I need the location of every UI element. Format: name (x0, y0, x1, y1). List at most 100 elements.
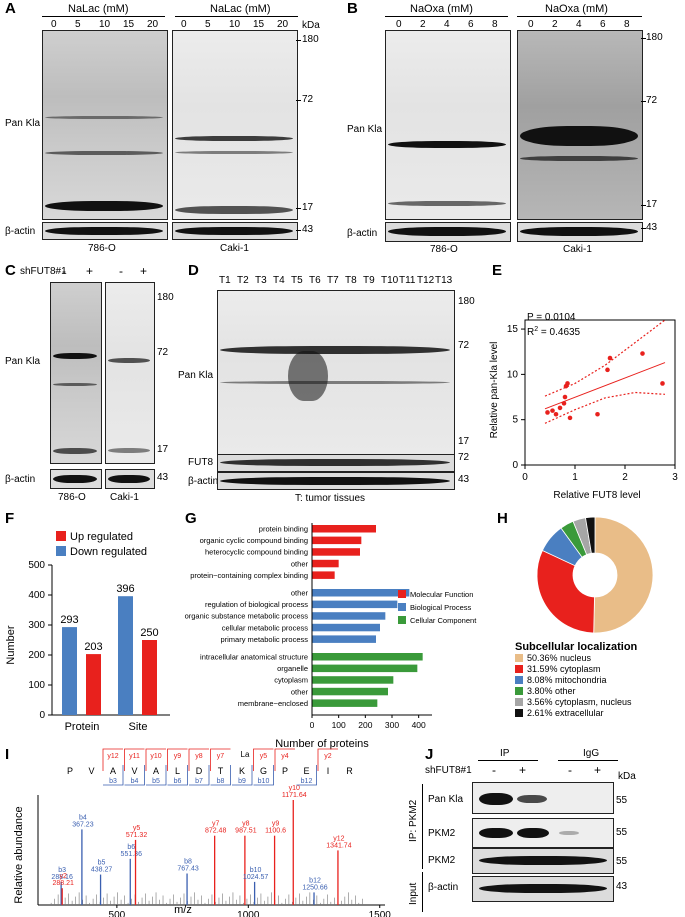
x-tick-label: 1500 (369, 910, 392, 917)
blot-row (472, 876, 614, 902)
igg-header: IgG (583, 748, 600, 759)
row-label: PKM2 (428, 828, 456, 839)
y-ion-label: y10 (150, 753, 161, 760)
bar (312, 525, 376, 533)
residue: T (218, 766, 224, 776)
bar (312, 653, 423, 661)
bar (142, 640, 157, 715)
residue: I (327, 766, 330, 776)
marker: 43 (646, 222, 658, 233)
b-ion-label: b5 (152, 778, 160, 785)
legend-swatch (56, 546, 66, 556)
actin-blot (217, 472, 455, 490)
marker-tick (296, 208, 301, 209)
category-label: heterocyclic compound binding (205, 548, 308, 557)
marker: 55 (616, 856, 628, 867)
data-point (545, 410, 550, 415)
lane-label: T13 (435, 275, 453, 286)
y-ion-bracket (188, 748, 209, 771)
lane-label: 0 (528, 19, 534, 30)
header-line (517, 16, 642, 17)
header-right: NaLac (mM) (210, 3, 271, 15)
header-line (478, 760, 538, 761)
scatter-chart: 0 1 2 3 0 5 10 15 P = 0.0104 R2 = 0.4635 Relati… (489, 312, 678, 500)
ion-mz-label: 288.16 (51, 874, 73, 881)
ion-label: b3 (58, 867, 66, 874)
pie-slice (593, 516, 654, 634)
lane-label: T7 (327, 275, 339, 286)
bar (312, 612, 386, 620)
residue: A (153, 766, 159, 776)
residue: V (131, 766, 137, 776)
bar (312, 664, 418, 673)
legend-swatch (398, 590, 406, 598)
ion-label: b12 (309, 877, 321, 884)
lane: - (492, 763, 496, 777)
lane-label: 20 (147, 19, 159, 30)
ci-band (544, 391, 666, 424)
y-ion-bracket (167, 748, 188, 771)
bar (312, 548, 360, 556)
category-label: cellular metabolic process (222, 623, 309, 632)
legend-swatch (398, 603, 406, 611)
ion-mz-label: 767.43 (177, 866, 199, 873)
ion-mz-label: 1250.66 (302, 884, 327, 891)
bar (312, 699, 378, 707)
y-ion-label: y2 (324, 753, 332, 760)
lane: - (568, 763, 572, 777)
marker-tick (641, 205, 646, 206)
bar (312, 536, 362, 545)
ion-mz-label: 551.36 (121, 851, 143, 858)
y-ion-bracket (102, 748, 123, 771)
lane: + (594, 763, 602, 777)
marker-tick (296, 100, 301, 101)
actin-label: β-actin (188, 476, 219, 487)
ion-label: b8 (184, 859, 192, 866)
header-line (42, 16, 165, 17)
lane-label: T4 (273, 275, 285, 286)
lane-label: 0 (181, 19, 187, 30)
bar-value-label: 293 (60, 614, 78, 626)
bar (312, 623, 380, 632)
data-point (562, 394, 568, 400)
legend-label: 50.36% nucleus (527, 653, 592, 663)
ion-mz-label: 872.48 (205, 828, 227, 835)
b-ion-bracket (167, 765, 188, 786)
panel-letter-c: C (5, 262, 16, 279)
ion-mz-label: 1171.64 (282, 792, 307, 799)
panel-letter-h: H (497, 510, 508, 527)
x-axis-label: Relative FUT8 level (553, 490, 640, 500)
category-label: protein−containing complex binding (190, 571, 308, 580)
legend-swatch (515, 654, 523, 662)
legend-swatch (398, 616, 406, 624)
y-ion-bracket (124, 748, 145, 771)
blot-786o (385, 30, 511, 220)
y-tick-label: 300 (28, 620, 45, 631)
x-tick-label: 0 (310, 720, 315, 730)
lane: + (140, 264, 148, 278)
marker: 180 (302, 34, 319, 45)
legend-label: 31.59% cytoplasm (527, 664, 601, 674)
ion-mz-label: 1024.57 (243, 874, 268, 881)
category-label: other (291, 589, 309, 598)
marker: 17 (646, 199, 658, 210)
ion-label: y8 (242, 821, 250, 828)
y-tick-label: 10 (507, 369, 519, 380)
x-tick-label: Protein (65, 721, 100, 733)
panel-letter-d: D (188, 262, 199, 279)
bar (312, 687, 388, 696)
r2-value: R2 = 0.4635 (527, 326, 581, 338)
ion-mz-label: 1100.6 (265, 828, 286, 835)
pie-slice (536, 549, 595, 634)
bracket (422, 784, 423, 869)
legend-label: Cellular Component (410, 616, 477, 625)
pie-title: Subcellular localization (515, 641, 638, 653)
lane-label: 8 (624, 19, 630, 30)
ip-header: IP (500, 748, 510, 759)
legend-label: 8.08% mitochondria (527, 675, 607, 685)
b-ion-bracket (103, 765, 124, 786)
kda-label: kDa (618, 771, 636, 782)
category-label: intracellular anatomical structure (200, 653, 308, 662)
bar (118, 596, 133, 715)
y-ion-bracket (145, 748, 166, 771)
